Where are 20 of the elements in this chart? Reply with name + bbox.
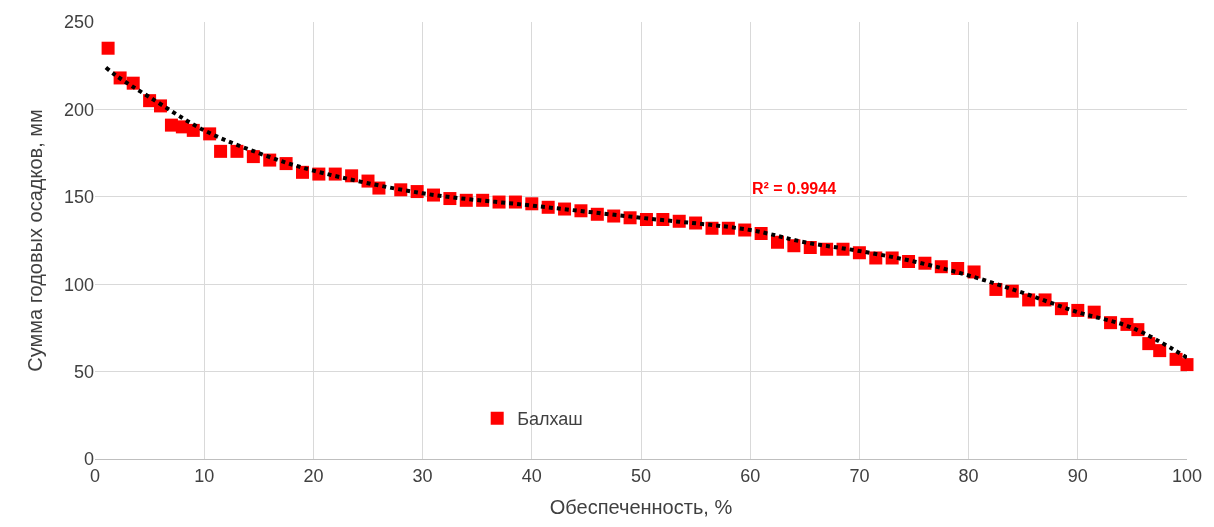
x-tick-label: 30 (412, 465, 433, 486)
annotation: R² = 0.9944 (752, 180, 837, 197)
y-tick-label: 0 (83, 449, 94, 470)
y-tick-label: 100 (63, 274, 94, 295)
x-tick-label: 10 (194, 465, 215, 486)
x-tick-label: 80 (958, 465, 979, 486)
x-tick-label: 40 (521, 465, 542, 486)
legend-label: Балхаш (517, 409, 583, 430)
y-tick-label: 150 (63, 187, 94, 208)
x-tick-label: 70 (849, 465, 870, 486)
y-tick-label: 250 (63, 12, 94, 33)
x-tick-label: 50 (630, 465, 652, 486)
x-tick-label: 60 (740, 465, 761, 486)
x-tick-label: 90 (1067, 465, 1088, 486)
y-tick-label: 50 (73, 361, 94, 382)
y-axis-title: Сумма годовых осадков, мм (24, 109, 47, 372)
x-tick-label: 20 (303, 465, 324, 486)
y-tick-label: 200 (63, 99, 94, 120)
x-tick-label: 100 (1171, 465, 1203, 486)
x-axis-title: Обеспеченность, % (549, 496, 733, 519)
